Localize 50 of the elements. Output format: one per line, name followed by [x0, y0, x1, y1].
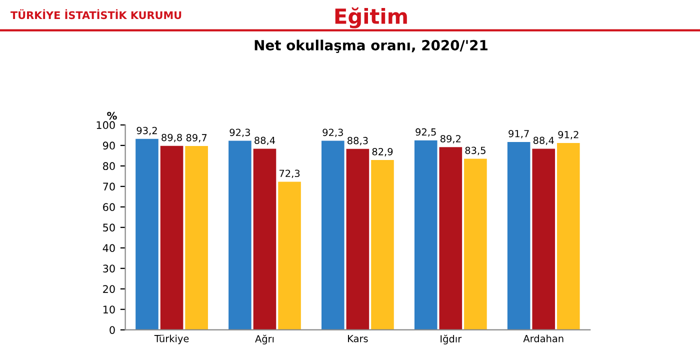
- bar: [253, 148, 276, 330]
- text: TÜRKİYE İSTATİSTİK KURUMU: [10, 9, 182, 20]
- x-tick-label: Ağrı: [255, 334, 274, 344]
- data-label: 88,4: [533, 136, 554, 146]
- y-tick-label: 10: [103, 306, 115, 314]
- y-axis-title: %: [107, 112, 117, 120]
- bar: [136, 138, 158, 330]
- data-label: 88,3: [348, 136, 368, 146]
- x-tick-label: Kars: [348, 335, 368, 342]
- y-tick-label: 0: [110, 326, 115, 334]
- y-tick-label: 40: [102, 244, 115, 252]
- bar: [322, 140, 344, 330]
- data-label: 82,9: [372, 148, 393, 156]
- bar: [278, 182, 301, 330]
- data-label: 92,3: [322, 128, 343, 138]
- data-label: 89,2: [440, 135, 461, 144]
- y-tick-label: 90: [102, 142, 115, 150]
- data-label: 72,3: [280, 170, 300, 178]
- y-tick-label: 70: [103, 182, 115, 191]
- data-label: 91,2: [558, 130, 578, 140]
- data-label: 89,7: [186, 134, 207, 142]
- y-tick-label: 80: [103, 162, 115, 170]
- chart-title: Eğitim: [335, 7, 407, 28]
- bar: [439, 147, 462, 330]
- bar: [371, 160, 394, 330]
- bar: [160, 146, 184, 330]
- chart-subtitle: Net okullaşma oranı, 2020/'21: [254, 40, 488, 53]
- y-tick-label: 100: [96, 121, 115, 130]
- bar: [185, 146, 208, 330]
- y-tick-label: 30: [103, 264, 115, 272]
- bar: [228, 140, 252, 330]
- bar: [414, 140, 438, 330]
- x-tick-label: Ardahan: [523, 334, 564, 342]
- y-tick-label: 50: [103, 224, 115, 232]
- bar: [532, 148, 556, 330]
- data-label: 89,8: [162, 134, 182, 142]
- data-label: 93,2: [136, 126, 157, 136]
- y-tick-label: 60: [103, 203, 115, 212]
- bar: [557, 142, 580, 330]
- bar: [507, 142, 530, 330]
- data-label: 92,3: [230, 128, 250, 138]
- y-tick-label: 20: [103, 285, 115, 293]
- bar: [346, 148, 370, 330]
- x-tick-label: Türkiye: [154, 334, 189, 344]
- bar: [464, 158, 487, 330]
- data-label: 92,5: [416, 128, 436, 137]
- x-tick-label: Iğdır: [440, 334, 462, 344]
- data-label: 88,4: [254, 136, 276, 146]
- data-label: 91,7: [508, 130, 529, 138]
- data-label: 83,5: [465, 146, 486, 156]
